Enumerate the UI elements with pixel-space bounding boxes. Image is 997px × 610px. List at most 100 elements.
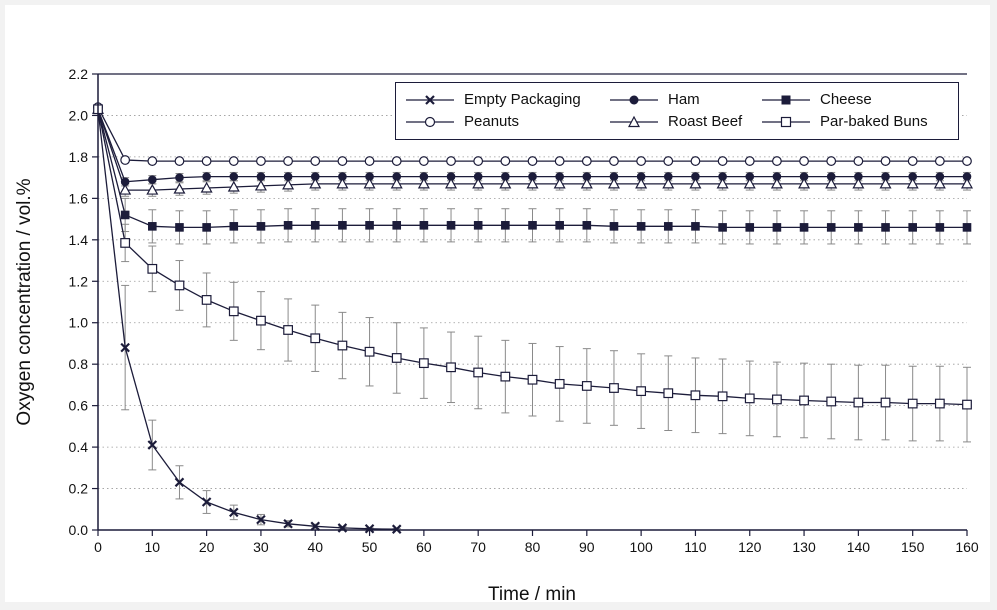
data-point (528, 221, 537, 230)
data-point (799, 395, 809, 406)
data-point (934, 156, 945, 166)
data-point (500, 156, 511, 166)
x-tick-label: 20 (199, 539, 215, 555)
data-point (935, 223, 945, 232)
data-point (175, 223, 184, 232)
data-point (636, 172, 646, 181)
data-point (148, 222, 157, 231)
data-point (581, 156, 592, 166)
data-point (391, 524, 402, 534)
data-point (419, 172, 429, 181)
data-point (201, 295, 212, 305)
data-point (663, 388, 674, 399)
data-point (364, 346, 375, 357)
data-point (310, 172, 320, 181)
data-point (174, 477, 185, 488)
data-point (826, 396, 837, 407)
x-tick-label: 50 (362, 539, 378, 555)
data-point (607, 177, 620, 189)
data-point (689, 177, 702, 189)
data-point (147, 156, 158, 166)
data-point (555, 172, 564, 181)
data-point (960, 177, 974, 189)
y-tick-label: 0.0 (69, 522, 89, 538)
data-point (770, 177, 783, 189)
data-point (336, 177, 349, 189)
data-point (473, 156, 484, 166)
data-point (174, 280, 185, 291)
data-point (392, 221, 402, 230)
data-point (256, 172, 266, 181)
data-point (662, 177, 675, 189)
x-tick-label: 130 (792, 539, 816, 555)
y-axis-label: Oxygen concentration / vol.% (14, 178, 35, 425)
data-point (472, 177, 485, 189)
data-point (962, 399, 972, 410)
data-point (691, 222, 700, 231)
data-point (718, 172, 727, 181)
data-point (390, 177, 403, 189)
y-tick-label: 2.0 (69, 107, 89, 123)
series-markers (91, 102, 974, 534)
data-point (663, 156, 674, 166)
data-point (934, 398, 945, 409)
data-point (200, 181, 213, 193)
data-point (337, 156, 348, 166)
data-point (555, 221, 564, 230)
data-point (881, 223, 890, 232)
data-point (229, 507, 239, 518)
data-point (445, 177, 458, 189)
x-tick-label: 30 (253, 539, 269, 555)
data-point (173, 182, 186, 194)
x-tick-label: 110 (684, 539, 707, 555)
data-point (716, 177, 729, 189)
data-point (609, 156, 619, 166)
data-point (553, 177, 566, 189)
data-point (906, 177, 919, 189)
x-tick-label: 100 (629, 539, 653, 555)
data-point (718, 223, 727, 232)
legend-label: Roast Beef (668, 113, 743, 130)
data-point (283, 325, 293, 335)
data-point (120, 342, 130, 353)
filled-square-icon (762, 95, 810, 105)
data-point (283, 172, 293, 181)
data-point (745, 223, 755, 232)
data-point (283, 519, 293, 529)
data-point (338, 172, 347, 181)
data-point (499, 177, 512, 189)
data-point (202, 172, 211, 181)
data-point (229, 222, 239, 231)
x-tick-label: 10 (145, 539, 161, 555)
x-tick-label: 150 (901, 539, 925, 555)
data-point (582, 221, 592, 230)
data-point (310, 156, 321, 166)
data-point (446, 156, 456, 166)
data-point (663, 222, 673, 231)
data-point (391, 156, 402, 166)
data-point (446, 221, 456, 230)
data-point (772, 172, 782, 181)
data-point (881, 172, 890, 181)
data-point (527, 374, 538, 385)
data-point (690, 390, 701, 401)
x-tick-label: 160 (955, 539, 979, 555)
data-point (201, 497, 212, 507)
data-point (229, 172, 239, 181)
data-point (147, 440, 158, 450)
data-point (174, 156, 185, 166)
y-tick-label: 0.6 (69, 398, 89, 414)
data-point (120, 210, 130, 220)
y-tick-label: 1.0 (69, 315, 89, 331)
data-point (962, 156, 972, 166)
data-point (500, 371, 511, 382)
data-point (418, 156, 429, 166)
data-point (962, 172, 972, 181)
legend-label: Ham (668, 91, 700, 108)
data-point (254, 179, 267, 191)
data-point (256, 156, 266, 166)
data-point (175, 173, 184, 182)
legend-label: Par-baked Buns (820, 113, 928, 130)
data-point (880, 156, 891, 166)
x-tick-label: 120 (738, 539, 762, 555)
